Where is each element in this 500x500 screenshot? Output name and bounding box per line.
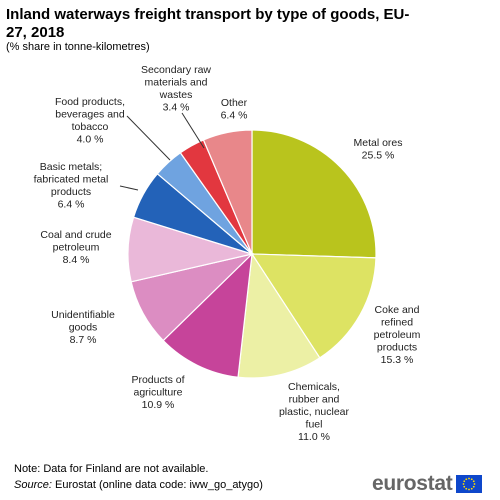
pie-slice-1 [251, 129, 377, 259]
slice-label-2: Coke and refined petroleum products 15.3 % [374, 304, 421, 366]
source-line: Source: Eurostat (online data code: iww_… [14, 479, 263, 491]
pie-slice-2 [250, 253, 377, 359]
source-label: Source: [14, 479, 52, 491]
eu-flag-icon [456, 475, 483, 493]
slice-label-6: Coal and crude petroleum 8.4 % [40, 229, 111, 266]
logo-text: eurostat [372, 472, 453, 495]
chart-subtitle: (% share in tonne-kilometres) [6, 41, 150, 53]
pie-slice-4 [162, 252, 253, 378]
leader-line-7 [119, 185, 139, 191]
slice-label-10: Other 6.4 % [221, 97, 248, 122]
slice-label-1: Metal ores 25.5 % [353, 137, 402, 162]
footnote: Note: Data for Finland are not available… [14, 463, 209, 475]
slice-label-7: Basic metals; fabricated metal products 6.4… [34, 161, 109, 211]
leader-line-9 [181, 112, 205, 149]
pie-slice-3 [237, 252, 321, 379]
slice-label-3: Chemicals, rubber and plastic, nuclear fuel… [279, 381, 350, 443]
source-text: Eurostat (online data code: iww_go_atygo… [54, 479, 263, 491]
pie-slice-10 [202, 129, 253, 255]
pie-chart: Metal ores 25.5 % Coke and refined petroleum… [34, 64, 421, 443]
eurostat-logo: eurostat [372, 472, 483, 496]
slice-label-9: Secondary raw materials and wastes 3.4 % [141, 64, 211, 114]
chart-title: Inland waterways freight transport by ty… [6, 6, 410, 41]
slice-label-5: Unidentifiable goods 8.7 % [51, 309, 115, 346]
leader-line-8 [126, 115, 171, 161]
slice-label-4: Products of agriculture 10.9 % [131, 374, 184, 411]
slice-label-8: Food products, beverages and tobacco 4.0 % [55, 96, 125, 146]
